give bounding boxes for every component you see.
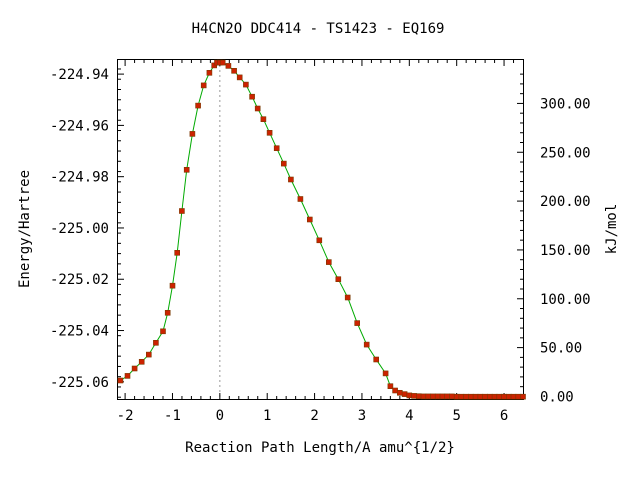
y2-tick-label: 150.00 xyxy=(540,243,591,259)
data-point xyxy=(482,393,488,400)
data-point xyxy=(211,62,217,69)
data-point xyxy=(444,393,451,400)
data-point xyxy=(425,393,432,400)
data-point xyxy=(463,393,470,400)
x-tick-label: -2 xyxy=(117,408,134,424)
data-point xyxy=(472,393,479,400)
y2-tick-label: 300.00 xyxy=(540,96,591,112)
data-point xyxy=(164,309,171,316)
data-point xyxy=(415,393,422,400)
data-point xyxy=(195,102,201,109)
y2-tick-label: 100.00 xyxy=(540,292,591,308)
data-point xyxy=(510,393,517,400)
data-point xyxy=(174,250,180,256)
data-point xyxy=(316,237,323,244)
y-tick-label: -224.96 xyxy=(50,118,109,134)
data-point xyxy=(254,105,261,112)
data-point xyxy=(420,393,427,400)
data-point xyxy=(449,393,455,400)
y2-tick-label: 200.00 xyxy=(540,194,591,210)
data-point xyxy=(392,387,398,394)
data-point xyxy=(206,70,213,76)
data-point xyxy=(496,393,503,400)
data-point xyxy=(373,356,380,363)
x-tick-label: 0 xyxy=(216,408,224,424)
data-point xyxy=(453,393,460,400)
y2-axis-label: kJ/mol xyxy=(604,204,620,255)
data-point xyxy=(491,393,498,400)
x-tick-label: 3 xyxy=(358,408,366,424)
data-point xyxy=(183,167,190,173)
data-point xyxy=(430,393,436,400)
data-point xyxy=(146,351,152,358)
data-point xyxy=(387,383,394,390)
data-point xyxy=(179,208,185,214)
data-point xyxy=(169,282,176,289)
data-point xyxy=(117,377,124,384)
data-point xyxy=(231,68,237,74)
data-point xyxy=(225,63,232,69)
y2-tick-label: 50.00 xyxy=(540,341,582,357)
data-point xyxy=(396,389,403,396)
data-point xyxy=(505,393,512,400)
data-point xyxy=(243,81,249,88)
data-point xyxy=(288,176,294,183)
data-point xyxy=(468,393,474,400)
data-point xyxy=(273,145,280,151)
y2-tick-label: 0.00 xyxy=(540,389,574,405)
data-point xyxy=(138,358,145,365)
data-point xyxy=(280,160,287,167)
y-tick-label: -225.06 xyxy=(50,375,109,391)
data-point xyxy=(344,294,351,301)
data-point xyxy=(354,320,361,326)
data-point xyxy=(236,74,243,81)
data-point xyxy=(477,393,484,400)
x-tick-label: -1 xyxy=(164,408,181,424)
data-point xyxy=(249,93,255,100)
series-line xyxy=(120,62,523,398)
data-point xyxy=(401,391,408,397)
y-tick-label: -225.04 xyxy=(50,324,109,340)
data-point xyxy=(266,130,273,136)
data-point xyxy=(486,393,493,400)
y-tick-label: -225.00 xyxy=(50,221,109,237)
data-point xyxy=(297,196,304,202)
data-point xyxy=(382,370,389,377)
data-point xyxy=(219,59,226,66)
data-point xyxy=(131,365,138,372)
data-point xyxy=(520,393,526,400)
data-point xyxy=(189,131,196,137)
data-point xyxy=(515,393,522,400)
x-tick-label: 5 xyxy=(452,408,460,424)
chart-title: H4CN2O DDC414 - TS1423 - EQ169 xyxy=(192,21,445,37)
y2-tick-label: 250.00 xyxy=(540,145,591,161)
x-tick-label: 2 xyxy=(310,408,318,424)
data-point xyxy=(124,373,131,379)
data-point xyxy=(200,82,207,89)
data-point xyxy=(160,328,166,335)
data-point xyxy=(325,259,332,265)
data-point xyxy=(260,116,267,122)
x-tick-label: 1 xyxy=(263,408,271,424)
plot-area-frame xyxy=(117,59,524,400)
data-point xyxy=(434,393,441,400)
data-point xyxy=(306,216,313,223)
data-point xyxy=(153,339,159,346)
y-tick-label: -224.98 xyxy=(50,170,109,186)
data-point xyxy=(406,392,413,399)
y-axis-label: Energy/Hartree xyxy=(17,170,33,288)
x-tick-label: 4 xyxy=(405,408,413,424)
data-point xyxy=(458,393,465,400)
data-point xyxy=(501,393,507,400)
data-point xyxy=(411,393,417,399)
data-point xyxy=(335,276,342,283)
data-point xyxy=(363,341,370,348)
x-axis-label: Reaction Path Length/A amu^{1/2} xyxy=(185,440,455,456)
y-tick-label: -225.02 xyxy=(50,272,109,288)
data-point xyxy=(439,393,446,400)
y-tick-label: -224.94 xyxy=(50,67,109,83)
x-tick-label: 6 xyxy=(500,408,508,424)
